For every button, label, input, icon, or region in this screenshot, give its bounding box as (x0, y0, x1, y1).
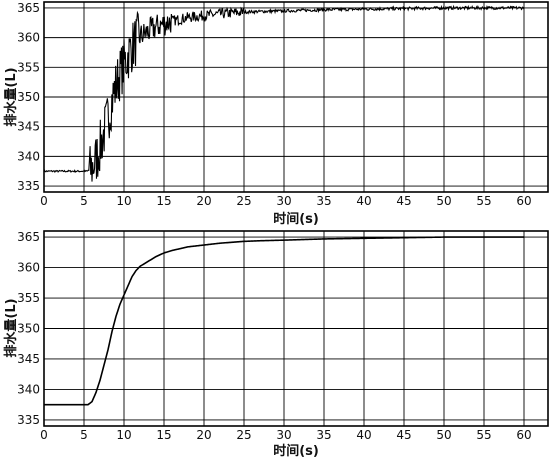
y-tick-label: 340 (17, 149, 40, 163)
x-tick-label: 55 (476, 428, 491, 442)
y-tick-label: 345 (17, 352, 40, 366)
x-tick-label: 5 (80, 194, 88, 208)
gridlines (44, 2, 548, 192)
x-tick-label: 60 (516, 194, 531, 208)
x-tick-label: 20 (196, 428, 211, 442)
x-tick-label: 50 (436, 194, 451, 208)
x-tick-label: 25 (236, 194, 251, 208)
x-tick-label: 15 (156, 194, 171, 208)
y-tick-label: 340 (17, 382, 40, 396)
x-axis-label: 时间(s) (273, 443, 319, 459)
x-tick-label: 15 (156, 428, 171, 442)
x-tick-label: 35 (316, 194, 331, 208)
x-tick-label: 0 (40, 194, 48, 208)
x-tick-label: 30 (276, 194, 291, 208)
x-tick-label: 40 (356, 194, 371, 208)
y-tick-label: 345 (17, 120, 40, 134)
y-tick-labels: 335 340 345 350 355 360 365 (17, 1, 40, 193)
y-tick-label: 335 (17, 413, 40, 427)
x-tick-label: 10 (116, 428, 131, 442)
y-tick-label: 360 (17, 31, 40, 45)
y-tick-label: 365 (17, 1, 40, 15)
x-tick-labels: 0 5 10 15 20 25 30 35 40 45 50 55 60 (40, 428, 531, 442)
x-tick-label: 0 (40, 428, 48, 442)
x-axis-label: 时间(s) (273, 211, 319, 227)
x-tick-label: 20 (196, 194, 211, 208)
x-tick-label: 10 (116, 194, 131, 208)
gridlines (44, 231, 548, 426)
series-line-noisy (43, 4, 525, 182)
x-tick-label: 25 (236, 428, 251, 442)
y-tick-label: 355 (17, 60, 40, 74)
y-axis-label: 排水量(L) (3, 67, 19, 126)
y-tick-label: 350 (17, 322, 40, 336)
x-tick-label: 40 (356, 428, 371, 442)
x-tick-label: 50 (436, 428, 451, 442)
chart-panel-top: 0 5 10 15 20 25 30 35 40 45 50 55 60 335 340 345 350 355… (3, 1, 549, 227)
chart-panel-bottom: 0 5 10 15 20 25 30 35 40 45 50 55 60 335 340 345 350 355… (3, 230, 549, 459)
x-tick-label: 60 (516, 428, 531, 442)
x-tick-label: 30 (276, 428, 291, 442)
series-line-smooth (44, 236, 524, 406)
y-tick-label: 360 (17, 261, 40, 275)
y-tick-label: 350 (17, 90, 40, 104)
y-tick-label: 365 (17, 230, 40, 244)
x-tick-label: 5 (80, 428, 88, 442)
y-tick-label: 335 (17, 179, 40, 193)
y-tick-labels: 335 340 345 350 355 360 365 (17, 230, 40, 427)
x-tick-labels: 0 5 10 15 20 25 30 35 40 45 50 55 60 (40, 194, 531, 208)
x-tick-label: 55 (476, 194, 491, 208)
x-tick-label: 45 (396, 194, 411, 208)
x-tick-label: 45 (396, 428, 411, 442)
y-tick-label: 355 (17, 291, 40, 305)
x-tick-label: 35 (316, 428, 331, 442)
y-axis-label: 排水量(L) (3, 298, 19, 357)
